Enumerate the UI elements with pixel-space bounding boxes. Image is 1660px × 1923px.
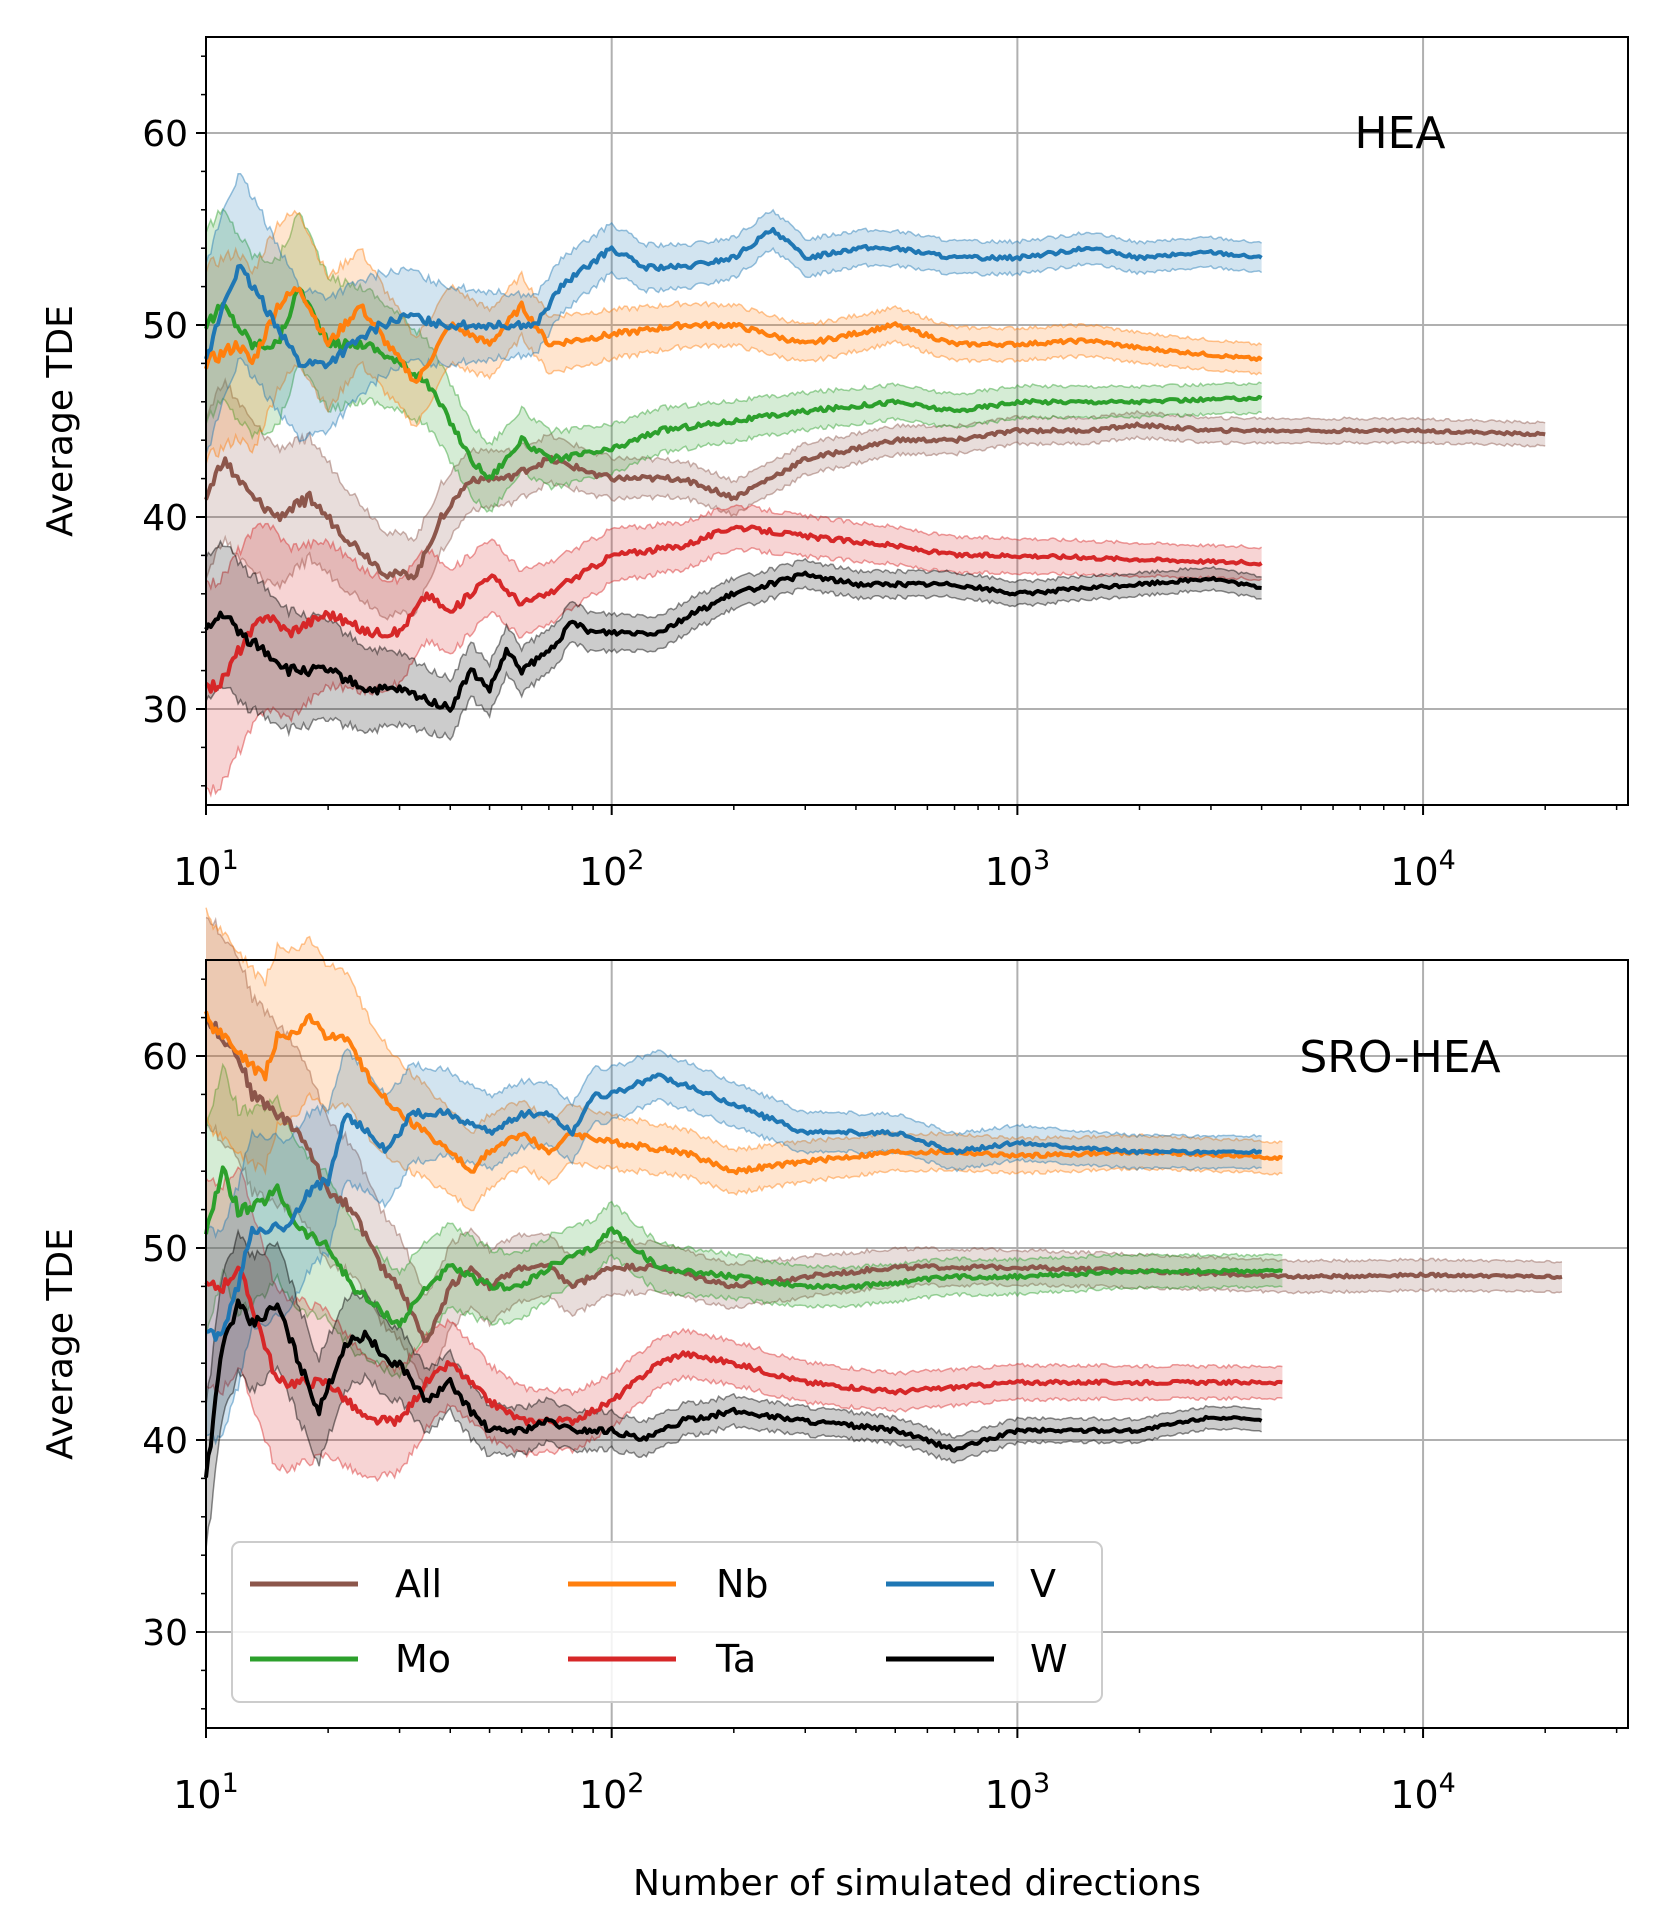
error-bands — [205, 172, 1546, 798]
band-mo — [206, 209, 1262, 512]
legend: All Nb V Mo Ta W — [231, 1541, 1103, 1703]
series-line-ta — [204, 524, 1263, 694]
series-line-all — [205, 1019, 1563, 1344]
error-bands — [205, 907, 1563, 1550]
series-lines — [204, 227, 1546, 713]
series-line-v — [205, 1072, 1262, 1342]
band-w — [206, 1231, 1262, 1550]
series-line-w — [204, 1298, 1263, 1478]
series-lines — [204, 1010, 1563, 1478]
y-tick-label: 40 — [142, 1421, 188, 1462]
x-tick-label: 104 — [1390, 1768, 1456, 1817]
band-ta — [206, 505, 1262, 796]
axes-frame — [205, 959, 1629, 1729]
x-tick-label: 102 — [579, 1768, 645, 1817]
band-v — [206, 173, 1262, 455]
band-mo — [206, 1064, 1283, 1378]
legend-box — [231, 1541, 1103, 1703]
ticks: 30 40 50 60 101 102 103 104 — [142, 55, 1618, 894]
x-tick-label: 104 — [1390, 845, 1456, 894]
ticks: 30 40 50 60 101 102 103 104 — [142, 978, 1618, 1817]
x-tick-label: 103 — [985, 845, 1051, 894]
panel-sro-hea: 30 40 50 60 101 102 103 104 SRO-HEA Average TDE… — [40, 907, 1629, 1904]
legend-label-ta: Ta — [715, 1637, 756, 1681]
x-axis-label: Number of simulated directions — [633, 1863, 1201, 1904]
series-line-v — [204, 227, 1263, 370]
y-tick-label: 40 — [142, 498, 188, 539]
legend-label-v: V — [1030, 1562, 1056, 1606]
band-edge-upper-nb — [205, 907, 1283, 1153]
band-edge-lower-all — [205, 435, 1546, 621]
band-edge-upper-w — [205, 539, 1262, 683]
band-edge-upper-nb — [205, 209, 1263, 347]
y-tick-label: 30 — [142, 1613, 188, 1654]
legend-label-w: W — [1030, 1637, 1068, 1681]
axes-frame — [205, 36, 1629, 806]
series-line-mo — [204, 286, 1263, 481]
series-line-nb — [204, 286, 1263, 384]
legend-label-mo: Mo — [395, 1637, 451, 1681]
band-edge-lower-ta — [205, 1366, 1283, 1483]
band-nb — [206, 210, 1262, 465]
y-tick-label: 60 — [142, 1037, 188, 1078]
series-line-ta — [204, 1265, 1283, 1427]
band-edge-upper-v — [205, 1048, 1262, 1239]
band-edge-upper-ta — [205, 504, 1262, 591]
panel-hea: 30 40 50 60 101 102 103 104 HEA Average TDE — [40, 36, 1629, 894]
panel-title: HEA — [1355, 108, 1446, 159]
y-axis-label: Average TDE — [40, 1228, 81, 1460]
y-tick-label: 30 — [142, 690, 188, 731]
band-edge-lower-mo — [205, 1253, 1283, 1380]
x-tick-label: 103 — [985, 1768, 1051, 1817]
band-edge-lower-v — [205, 246, 1263, 455]
x-tick-label: 101 — [173, 845, 239, 894]
legend-label-nb: Nb — [716, 1562, 769, 1606]
y-tick-label: 60 — [142, 114, 188, 155]
band-edge-upper-all — [205, 377, 1546, 543]
band-edge-lower-v — [205, 1098, 1262, 1446]
band-edge-upper-v — [205, 172, 1262, 302]
band-nb — [206, 907, 1283, 1211]
legend-label-all: All — [395, 1562, 442, 1606]
band-edge-lower-mo — [205, 363, 1262, 513]
band-edge-upper-ta — [205, 1166, 1283, 1397]
band-edge-lower-w — [205, 1364, 1262, 1550]
series-line-all — [204, 421, 1546, 581]
series-line-nb — [204, 1010, 1284, 1176]
band-edge-upper-w — [205, 1228, 1262, 1439]
x-tick-label: 102 — [579, 845, 645, 894]
series-line-w — [204, 570, 1262, 713]
y-tick-label: 50 — [142, 1229, 188, 1270]
band-ta — [206, 1167, 1283, 1481]
band-edge-upper-all — [205, 916, 1563, 1296]
series-line-mo — [204, 1165, 1283, 1328]
band-edge-lower-w — [205, 585, 1262, 741]
panel-title: SRO-HEA — [1299, 1032, 1500, 1083]
band-all — [206, 379, 1546, 620]
band-edge-lower-nb — [205, 331, 1263, 465]
y-axis-label: Average TDE — [40, 305, 81, 537]
y-tick-label: 50 — [142, 306, 188, 347]
x-tick-label: 101 — [173, 1768, 239, 1817]
band-edge-upper-mo — [205, 1062, 1283, 1277]
band-edge-upper-mo — [205, 207, 1262, 446]
